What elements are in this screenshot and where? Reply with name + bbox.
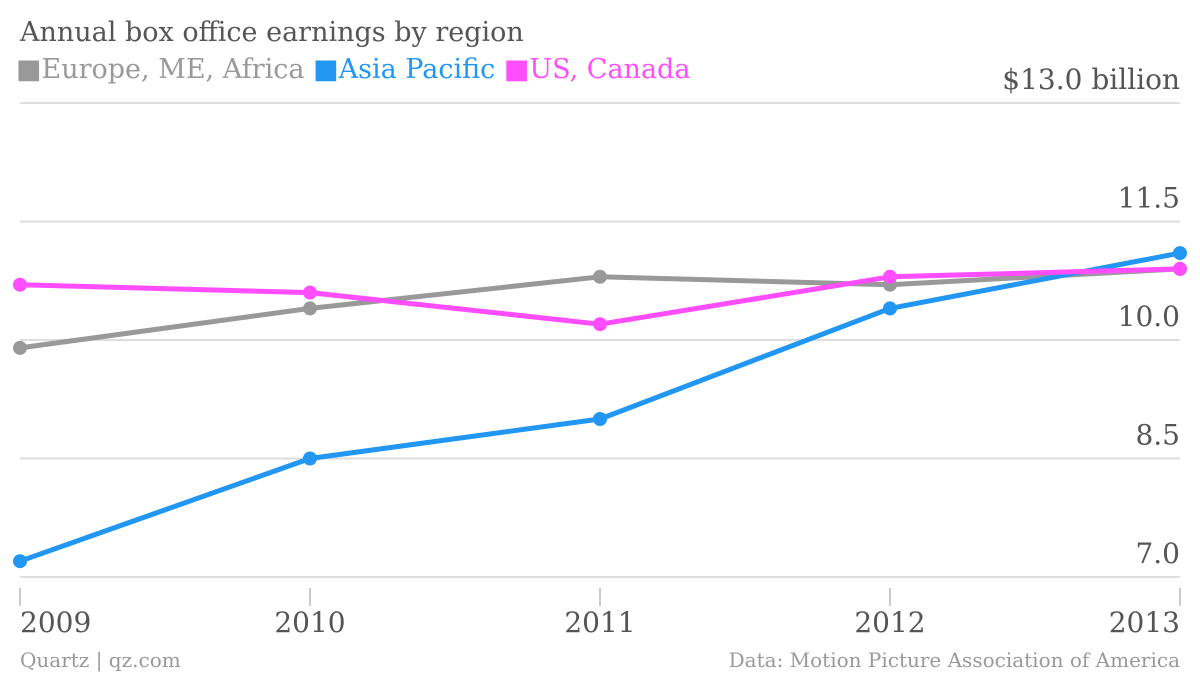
svg-text:■Europe, ME, Africa ■Asia Paci: ■Europe, ME, Africa ■Asia Pacific ■US, C…	[16, 54, 690, 85]
legend-marker: ■	[313, 54, 339, 85]
series-0	[13, 261, 1187, 355]
source-right: Data: Motion Picture Association of Amer…	[729, 648, 1180, 672]
data-point	[13, 340, 27, 355]
legend-label: Asia Pacific	[338, 54, 496, 85]
y-tick-label: 11.5	[1118, 182, 1180, 215]
legend-marker: ■	[504, 54, 530, 85]
data-point	[13, 277, 27, 292]
legend-marker: ■	[16, 54, 42, 85]
x-axis-ticks: 2009 2010 2011 2012 2013	[19, 588, 1181, 639]
chart-title: Annual box office earnings by region	[19, 17, 524, 48]
x-tick-label: 2011	[564, 606, 635, 639]
series-1	[13, 246, 1187, 569]
data-point	[883, 301, 897, 316]
data-point	[593, 317, 607, 332]
series-2	[13, 261, 1187, 332]
x-tick-label: 2012	[854, 606, 925, 639]
y-tick-label: 10.0	[1118, 300, 1180, 333]
data-point	[883, 269, 897, 284]
data-point	[1173, 246, 1187, 261]
data-point	[303, 451, 317, 466]
series-layer	[13, 246, 1187, 569]
data-point	[1173, 261, 1187, 276]
data-point	[593, 269, 607, 284]
y-tick-label: 7.0	[1135, 537, 1180, 570]
data-point	[303, 301, 317, 316]
x-tick-label: 2013	[1109, 606, 1180, 639]
data-point	[303, 285, 317, 300]
y-tick-label: 8.5	[1135, 419, 1180, 452]
legend-label: Europe, ME, Africa	[42, 54, 305, 85]
y-axis-ticks: 7.0 8.5 10.0 11.5 $13.0 billion	[1002, 63, 1180, 570]
x-tick-label: 2010	[274, 606, 345, 639]
data-point	[593, 412, 607, 426]
source-left: Quartz | qz.com	[20, 648, 181, 673]
data-point	[13, 554, 27, 569]
legend: ■Europe, ME, Africa ■Asia Pacific ■US, C…	[16, 54, 690, 85]
gridlines	[20, 102, 1180, 578]
x-tick-label: 2009	[20, 606, 91, 639]
series-line	[17, 250, 1183, 564]
y-tick-label: $13.0 billion	[1002, 63, 1180, 96]
legend-label: US, Canada	[529, 54, 690, 85]
